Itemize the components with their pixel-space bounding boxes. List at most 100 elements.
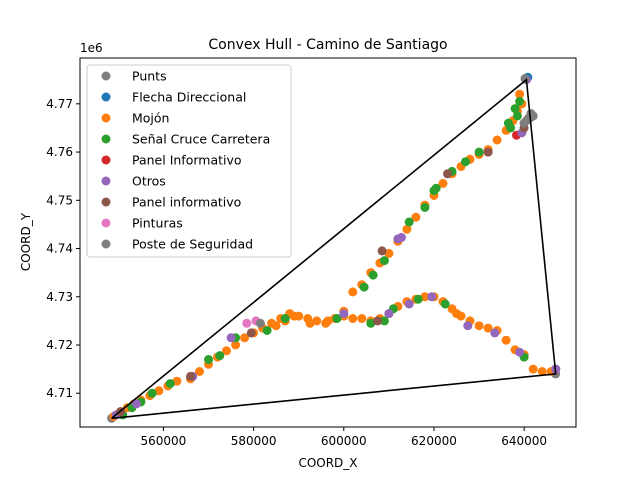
x-tick-label: 560000 bbox=[141, 434, 187, 448]
data-point bbox=[537, 367, 547, 376]
data-point bbox=[195, 367, 204, 376]
legend-marker bbox=[101, 71, 111, 81]
legend-label: Señal Cruce Carretera bbox=[132, 132, 270, 147]
data-point bbox=[231, 340, 241, 350]
data-point bbox=[492, 135, 502, 145]
y-tick-label: 4.75 bbox=[46, 193, 73, 207]
data-point bbox=[397, 232, 406, 242]
data-point bbox=[348, 314, 358, 323]
legend-label: Mojón bbox=[132, 111, 169, 126]
data-point bbox=[413, 294, 423, 304]
x-tick-label: 600000 bbox=[321, 434, 367, 448]
data-point bbox=[280, 314, 290, 323]
y-tick-label: 4.72 bbox=[46, 338, 73, 352]
data-point bbox=[528, 364, 538, 374]
legend-item: Otros bbox=[101, 174, 166, 189]
legend-item: Punts bbox=[101, 69, 167, 84]
data-point bbox=[379, 316, 389, 326]
data-point bbox=[368, 270, 378, 280]
y-axis-label: COORD_Y bbox=[19, 212, 33, 271]
data-point bbox=[404, 217, 414, 227]
convex-hull-line bbox=[111, 78, 557, 420]
data-point bbox=[226, 333, 236, 343]
legend-marker bbox=[101, 239, 111, 249]
legend-item: Pinturas bbox=[101, 216, 183, 231]
legend-item: Flecha Direccional bbox=[101, 90, 246, 105]
legend-marker bbox=[101, 197, 111, 207]
data-point bbox=[186, 371, 195, 381]
legend-label: Pinturas bbox=[132, 216, 183, 231]
y-tick-label: 4.74 bbox=[46, 242, 73, 256]
legend-item: Panel Informativo bbox=[101, 153, 242, 168]
data-point bbox=[204, 355, 213, 364]
data-point bbox=[246, 328, 256, 338]
y-tick-label: 4.77 bbox=[46, 97, 73, 111]
data-point bbox=[154, 386, 164, 396]
data-point bbox=[490, 328, 500, 338]
data-point bbox=[443, 169, 452, 179]
data-point bbox=[404, 299, 414, 309]
data-point bbox=[483, 147, 493, 157]
data-point bbox=[262, 326, 272, 335]
data-point bbox=[474, 321, 484, 331]
y-tick-label: 4.71 bbox=[46, 386, 73, 400]
legend-frame bbox=[86, 64, 292, 258]
legend-marker bbox=[101, 113, 111, 123]
data-point bbox=[452, 309, 461, 319]
data-point bbox=[131, 399, 141, 409]
legend-label: Panel informativo bbox=[132, 195, 241, 210]
legend-label: Otros bbox=[132, 174, 166, 189]
legend-item: Mojón bbox=[101, 111, 169, 126]
data-point bbox=[379, 256, 389, 266]
data-point bbox=[463, 321, 473, 331]
legend-marker bbox=[101, 155, 111, 165]
data-point bbox=[242, 318, 252, 328]
legend-label: Punts bbox=[132, 69, 167, 84]
x-tick-label: 620000 bbox=[411, 434, 457, 448]
data-point bbox=[357, 314, 367, 323]
data-point bbox=[512, 111, 522, 121]
plot-area bbox=[107, 72, 561, 423]
y-tick-label: 4.73 bbox=[46, 290, 73, 304]
data-point bbox=[377, 246, 387, 256]
data-point bbox=[323, 316, 333, 326]
data-point bbox=[384, 248, 394, 258]
data-point bbox=[515, 89, 525, 99]
legend-marker bbox=[101, 92, 111, 102]
series-9 bbox=[255, 74, 538, 328]
x-tick-label: 580000 bbox=[231, 434, 277, 448]
legend-label: Poste de Seguridad bbox=[132, 237, 253, 252]
data-point bbox=[501, 335, 511, 345]
data-point bbox=[506, 123, 516, 133]
x-tick-label: 640000 bbox=[501, 434, 547, 448]
data-point bbox=[147, 388, 157, 398]
data-point bbox=[215, 351, 225, 361]
legend-item: Señal Cruce Carretera bbox=[101, 132, 270, 147]
x-axis: 560000 580000 600000 620000 640000 bbox=[141, 427, 547, 448]
x-axis-label: COORD_X bbox=[298, 456, 357, 470]
data-point bbox=[366, 318, 376, 328]
data-point bbox=[373, 316, 383, 326]
data-point bbox=[420, 203, 430, 212]
data-point bbox=[431, 183, 441, 193]
data-point bbox=[461, 157, 470, 167]
y-axis: 4.71 4.72 4.73 4.74 4.75 4.76 4.77 bbox=[46, 97, 80, 400]
chart-title: Convex Hull - Camino de Santiago bbox=[208, 37, 447, 53]
data-point bbox=[384, 309, 394, 319]
data-point bbox=[332, 314, 342, 323]
data-point bbox=[526, 109, 536, 118]
data-point bbox=[339, 309, 349, 319]
data-point bbox=[515, 96, 525, 106]
legend-label: Flecha Direccional bbox=[132, 90, 246, 105]
legend-marker bbox=[101, 134, 111, 144]
data-point bbox=[222, 346, 231, 356]
data-point bbox=[474, 147, 484, 157]
y-offset-label: 1e6 bbox=[80, 41, 103, 55]
data-point bbox=[271, 321, 281, 331]
data-point bbox=[440, 299, 450, 309]
legend-item: Poste de Seguridad bbox=[101, 237, 253, 252]
data-point bbox=[438, 178, 448, 188]
y-tick-label: 4.76 bbox=[46, 145, 73, 159]
data-point bbox=[255, 318, 265, 328]
